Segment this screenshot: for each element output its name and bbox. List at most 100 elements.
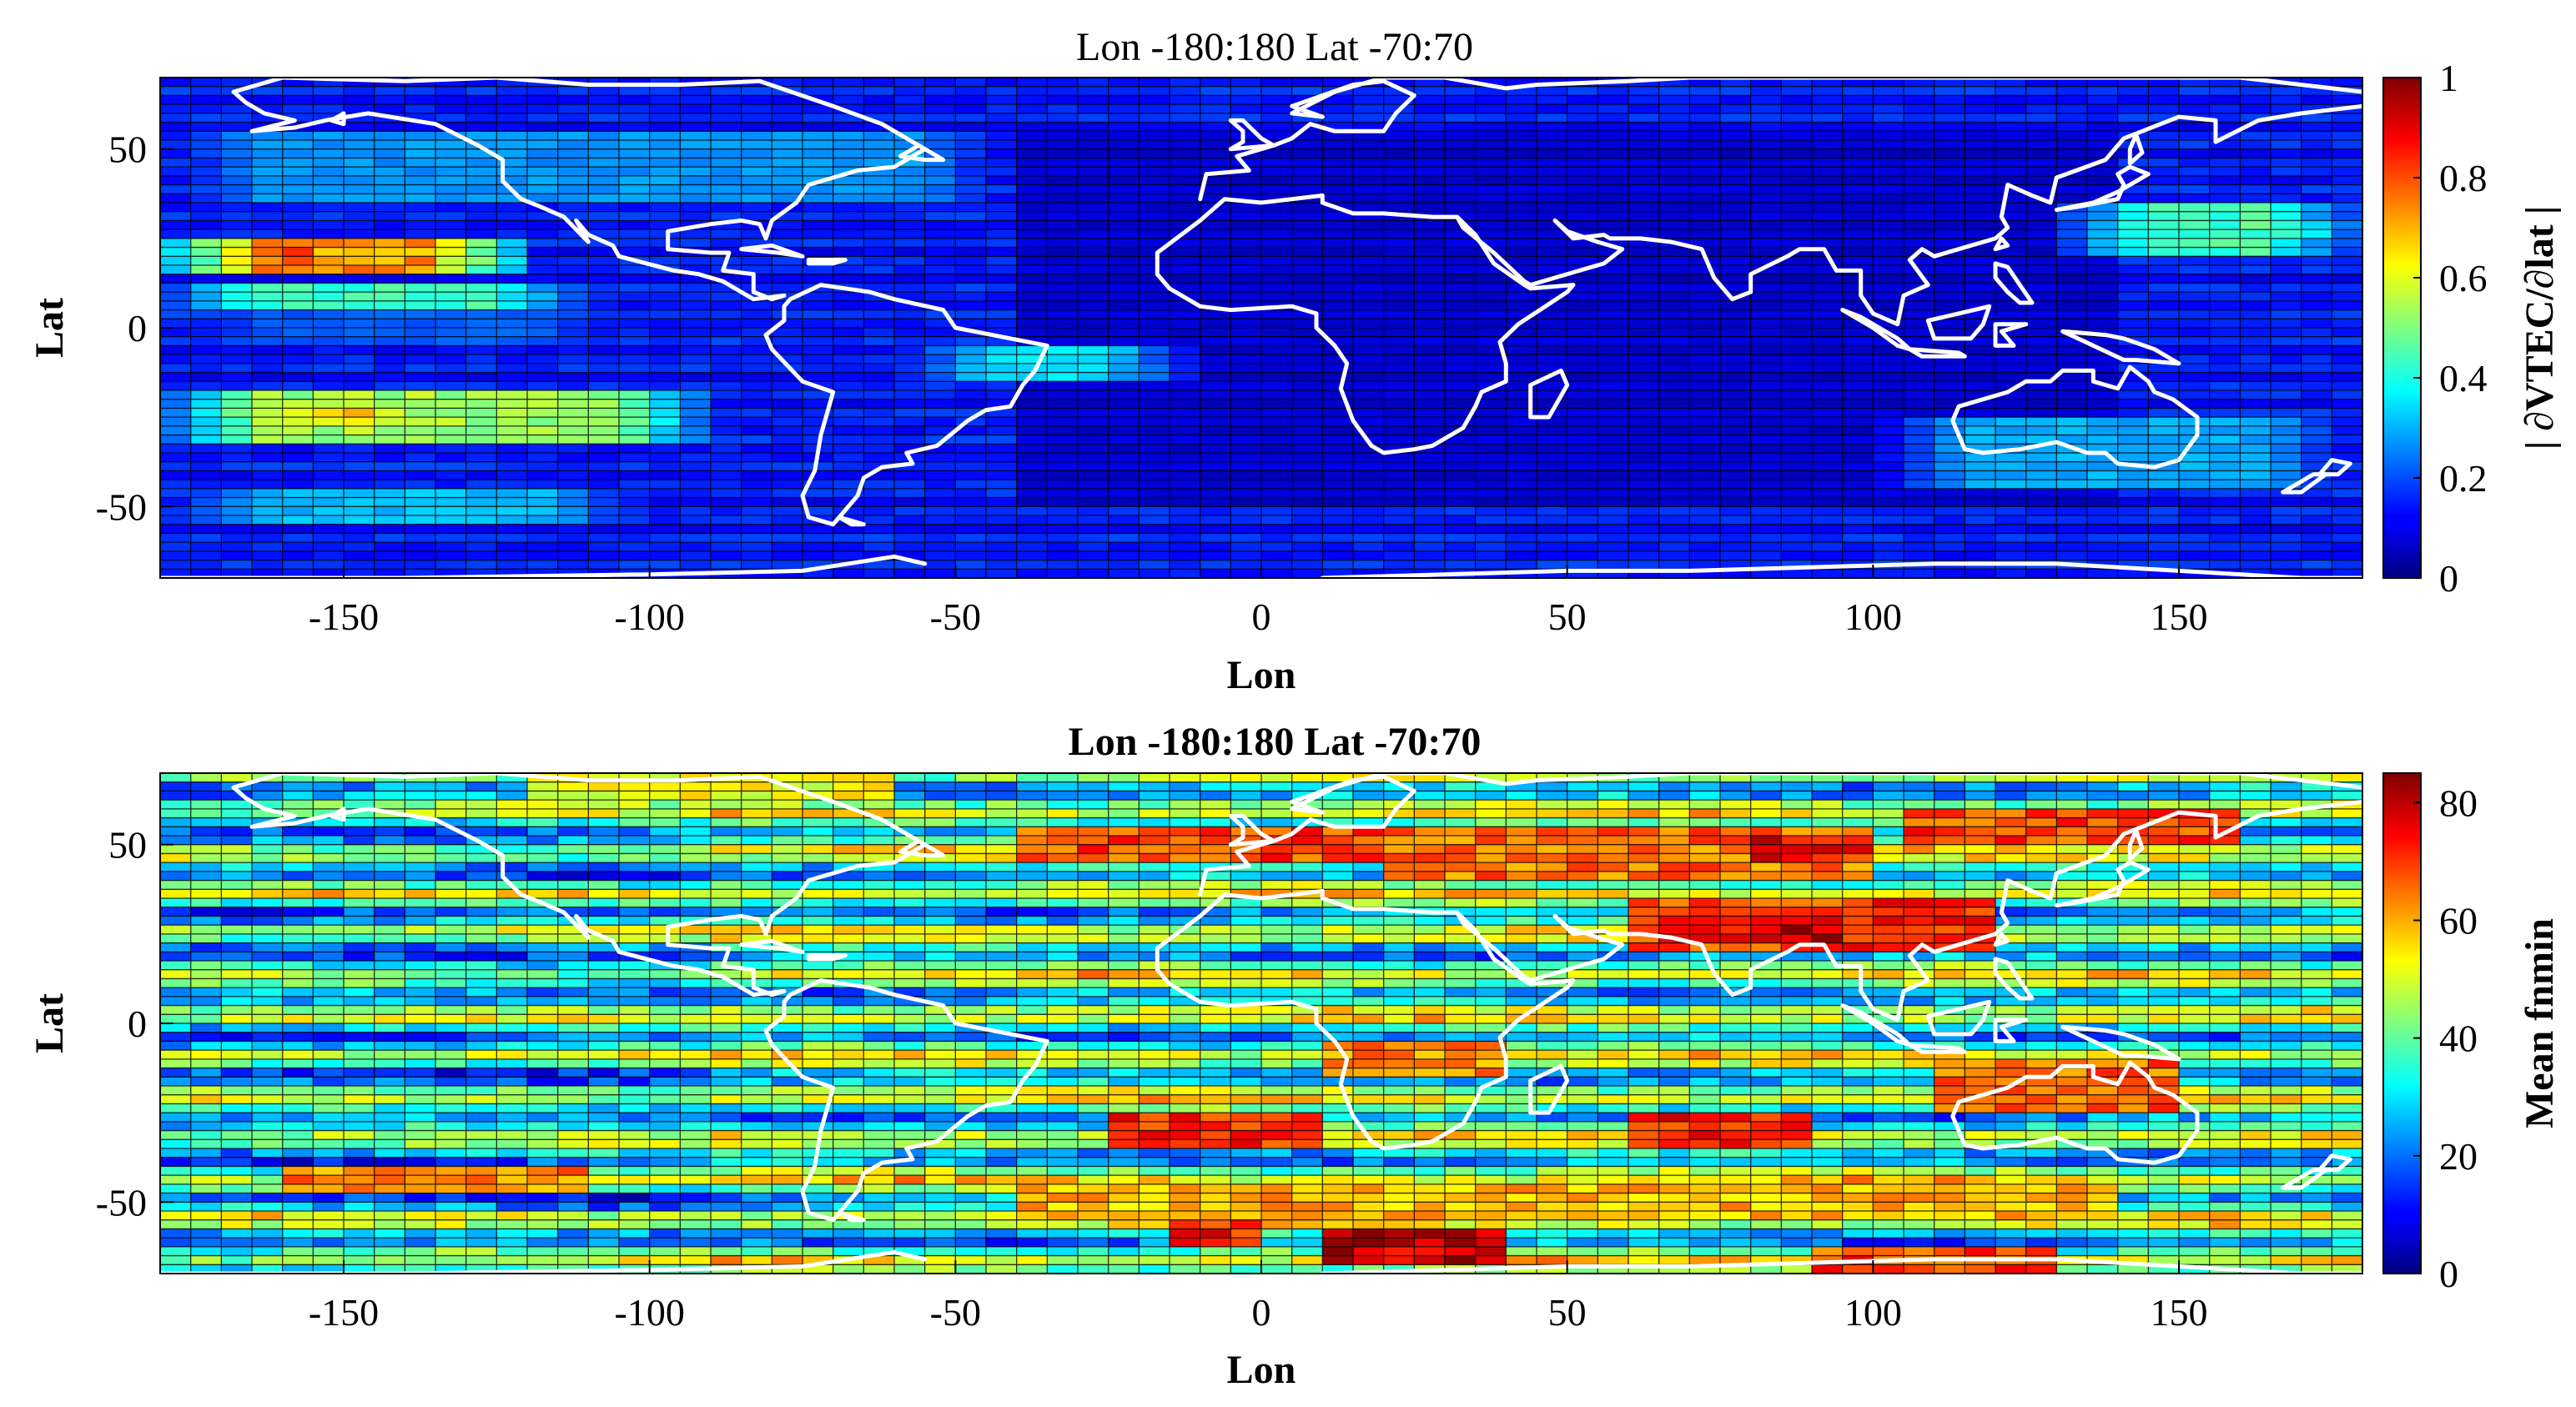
heatmap-cell — [1322, 274, 1354, 284]
heatmap-cell — [1047, 844, 1079, 854]
heatmap-cell — [374, 363, 405, 373]
heatmap-cell — [2301, 417, 2332, 427]
heatmap-cell — [894, 560, 926, 570]
heatmap-cell — [1506, 238, 1537, 248]
heatmap-cell — [1200, 265, 1231, 275]
heatmap-cell — [1934, 862, 1965, 872]
heatmap-cell — [1230, 399, 1262, 409]
heatmap-cell — [557, 167, 589, 177]
heatmap-cell — [2240, 871, 2272, 881]
heatmap-cell — [221, 542, 253, 552]
heatmap-cell — [557, 381, 589, 391]
heatmap-cell — [1108, 184, 1140, 194]
heatmap-cell — [802, 184, 834, 194]
heatmap-cell — [588, 167, 620, 177]
heatmap-cell — [496, 836, 528, 846]
heatmap-cell — [986, 425, 1018, 435]
heatmap-cell — [1078, 354, 1109, 364]
heatmap-cell — [1812, 220, 1844, 230]
heatmap-cell — [282, 175, 314, 185]
heatmap-cell — [1689, 363, 1721, 373]
heatmap-cell — [649, 78, 681, 88]
heatmap-cell — [313, 533, 345, 543]
heatmap-cell — [1995, 417, 2027, 427]
heatmap-cell — [2332, 309, 2363, 319]
heatmap-cell — [1720, 497, 1752, 507]
heatmap-cell — [1995, 497, 2027, 507]
heatmap-cell — [1139, 773, 1170, 783]
heatmap-cell — [344, 354, 375, 364]
heatmap-cell — [1108, 399, 1140, 409]
heatmap-cell — [1842, 328, 1874, 338]
heatmap-cell — [955, 488, 987, 498]
heatmap-cell — [557, 175, 589, 185]
heatmap-cell — [1016, 470, 1048, 480]
heatmap-cell — [1475, 300, 1507, 310]
heatmap-cell — [1170, 104, 1201, 114]
heatmap-cell — [1353, 175, 1385, 185]
heatmap-cell — [711, 86, 742, 96]
heatmap-cell — [1261, 800, 1293, 810]
heatmap-cell — [405, 274, 436, 284]
heatmap-cell — [1383, 345, 1415, 355]
heatmap-cell — [2148, 247, 2180, 257]
heatmap-cell — [2240, 461, 2272, 471]
heatmap-cell — [252, 853, 284, 863]
heatmap-cell — [1170, 390, 1201, 400]
heatmap-cell — [252, 453, 284, 463]
heatmap-cell — [190, 488, 222, 498]
heatmap-cell — [1261, 292, 1293, 302]
heatmap-cell — [1383, 425, 1415, 435]
heatmap-cell — [772, 345, 803, 355]
heatmap-cell — [1261, 550, 1293, 560]
heatmap-cell — [833, 827, 864, 837]
heatmap-cell — [1170, 399, 1201, 409]
heatmap-cell — [221, 408, 253, 418]
heatmap-cell — [1873, 515, 1904, 525]
heatmap-cell — [1383, 488, 1415, 498]
heatmap-cell — [1628, 417, 1660, 427]
heatmap-cell — [2332, 175, 2363, 185]
heatmap-cell — [1781, 283, 1813, 293]
heatmap-cell — [1322, 292, 1354, 302]
heatmap-cell — [2148, 292, 2180, 302]
heatmap-cell — [802, 86, 834, 96]
heatmap-cell — [1261, 399, 1293, 409]
heatmap-cell — [833, 453, 864, 463]
heatmap-cell — [863, 390, 895, 400]
heatmap-cell — [1016, 497, 1048, 507]
heatmap-cell — [1353, 247, 1385, 257]
heatmap-cell — [1873, 265, 1904, 275]
heatmap-cell — [1108, 390, 1140, 400]
heatmap-cell — [1567, 781, 1598, 791]
heatmap-cell — [1597, 113, 1629, 123]
heatmap-cell — [1414, 175, 1446, 185]
heatmap-cell — [1812, 862, 1844, 872]
heatmap-cell — [2179, 470, 2211, 480]
heatmap-cell — [1842, 256, 1874, 266]
heatmap-cell — [802, 300, 834, 310]
heatmap-cell — [1383, 781, 1415, 791]
heatmap-cell — [1537, 497, 1568, 507]
heatmap-cell — [1170, 836, 1201, 846]
heatmap-cell — [160, 515, 192, 525]
heatmap-cell — [2179, 140, 2211, 150]
heatmap-cell — [2301, 524, 2332, 534]
heatmap-cell — [1139, 193, 1170, 204]
heatmap-cell — [1108, 533, 1140, 543]
heatmap-cell — [2056, 791, 2088, 801]
heatmap-cell — [160, 461, 192, 471]
heatmap-cell — [1720, 140, 1752, 150]
heatmap-cell — [160, 480, 192, 490]
heatmap-cell — [1812, 800, 1844, 810]
heatmap-cell — [1108, 461, 1140, 471]
heatmap-cell — [2332, 506, 2363, 516]
heatmap-cell — [1628, 265, 1660, 275]
heatmap-cell — [1139, 104, 1170, 114]
heatmap-cell — [1597, 399, 1629, 409]
heatmap-cell — [1812, 283, 1844, 293]
heatmap-cell — [924, 229, 956, 239]
heatmap-cell — [2332, 203, 2363, 213]
heatmap-cell — [557, 435, 589, 445]
heatmap-cell — [2148, 372, 2180, 382]
